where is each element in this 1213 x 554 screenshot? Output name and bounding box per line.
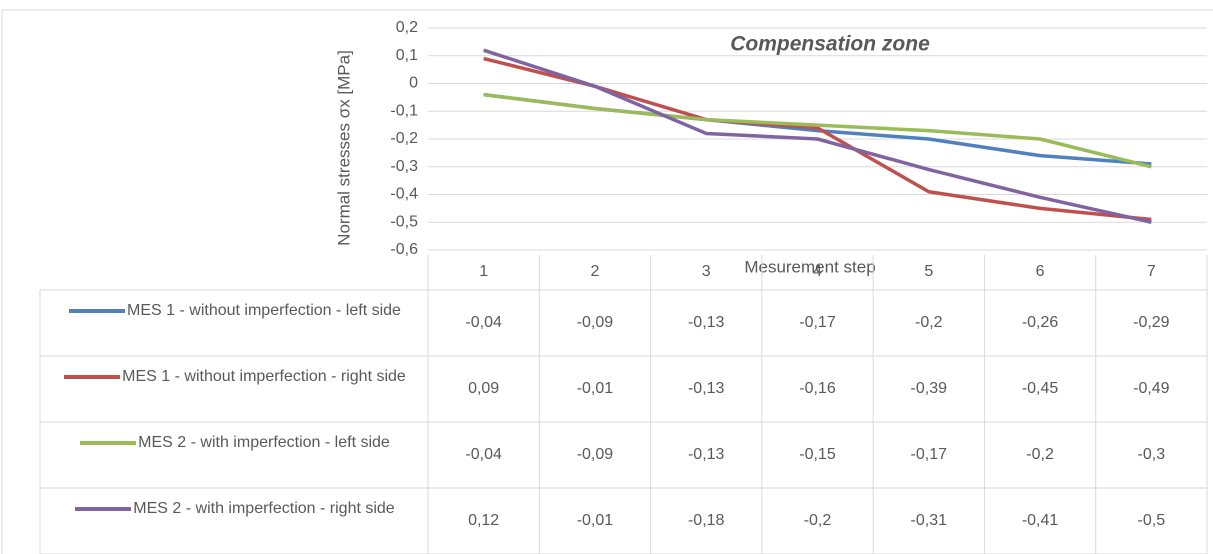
legend-entry: MES 1 - without imperfection - left side (44, 300, 426, 322)
table-value: -0,09 (576, 314, 614, 331)
legend-entry: MES 1 - without imperfection - right sid… (44, 366, 426, 388)
legend-text: MES 1 - without imperfection - left side (127, 302, 401, 319)
table-value: -0,17 (910, 446, 948, 463)
table-value: -0,31 (910, 512, 948, 529)
series-line (483, 48, 1152, 224)
x-tick-label: 7 (1147, 263, 1156, 280)
chart-border (1, 9, 1213, 554)
x-tick-label: 6 (1036, 263, 1045, 280)
table-value: -0,04 (465, 314, 502, 331)
legend-entry: MES 2 - with imperfection - left side (44, 432, 426, 454)
table-value: -0,29 (1133, 314, 1170, 331)
legend-entry: MES 2 - with imperfection - right side (44, 498, 426, 520)
legend-swatch (75, 506, 132, 511)
table-value: -0,01 (576, 380, 614, 397)
table-value: -0,2 (914, 314, 943, 331)
y-axis-label: Normal stresses σx [MPa] (334, 50, 353, 246)
table-value: -0,39 (910, 380, 948, 397)
series-line (483, 92, 1152, 169)
table-value: -0,09 (576, 446, 614, 463)
chart-title: Compensation zone (730, 33, 930, 56)
table-value: -0,41 (1021, 512, 1059, 529)
x-tick-label: 4 (813, 263, 822, 280)
table-value: -0,13 (687, 380, 725, 397)
legend-text: MES 2 - with imperfection - left side (138, 434, 390, 451)
table-value: -0,18 (687, 512, 725, 529)
y-tick-label: -0,2 (390, 130, 418, 147)
x-tick-label: 1 (479, 263, 488, 280)
table-value: -0,5 (1137, 512, 1166, 529)
table-value: -0,2 (1026, 446, 1054, 463)
table-value: -0,04 (465, 446, 502, 463)
table-value: 0,12 (468, 512, 500, 529)
legend-swatch (64, 374, 121, 379)
table-value: -0,15 (799, 446, 836, 463)
table-value: -0,3 (1137, 446, 1166, 463)
y-tick-label: 0 (409, 75, 418, 92)
legend-swatch (69, 308, 126, 313)
table-value: -0,26 (1021, 314, 1059, 331)
legend-swatch (80, 440, 137, 445)
y-tick-label: -0,6 (390, 241, 418, 258)
y-tick-label: -0,3 (390, 158, 418, 175)
table-value: -0,13 (687, 446, 725, 463)
table-value: -0,49 (1133, 380, 1170, 397)
table-value: -0,45 (1021, 380, 1059, 397)
table-value: -0,2 (803, 512, 832, 529)
y-tick-label: 0,1 (396, 47, 418, 64)
x-tick-label: 3 (702, 263, 711, 280)
y-tick-label: -0,4 (390, 186, 418, 203)
legend-text: MES 2 - with imperfection - right side (133, 500, 395, 517)
x-tick-label: 2 (590, 263, 599, 280)
table-value: -0,16 (799, 380, 836, 397)
x-axis-label: Mesurement step (744, 257, 875, 276)
table-value: -0,13 (687, 314, 725, 331)
y-tick-label: -0,5 (390, 213, 418, 230)
y-tick-label: 0,2 (396, 19, 418, 36)
table-value: -0,17 (799, 314, 836, 331)
table-value: 0,09 (468, 380, 500, 397)
y-tick-label: -0,1 (390, 102, 418, 119)
table-value: -0,01 (576, 512, 614, 529)
legend-text: MES 1 - without imperfection - right sid… (122, 368, 406, 385)
x-tick-label: 5 (924, 263, 933, 280)
